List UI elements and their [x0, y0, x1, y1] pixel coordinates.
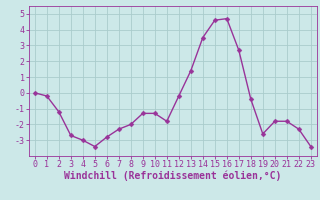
X-axis label: Windchill (Refroidissement éolien,°C): Windchill (Refroidissement éolien,°C): [64, 171, 282, 181]
